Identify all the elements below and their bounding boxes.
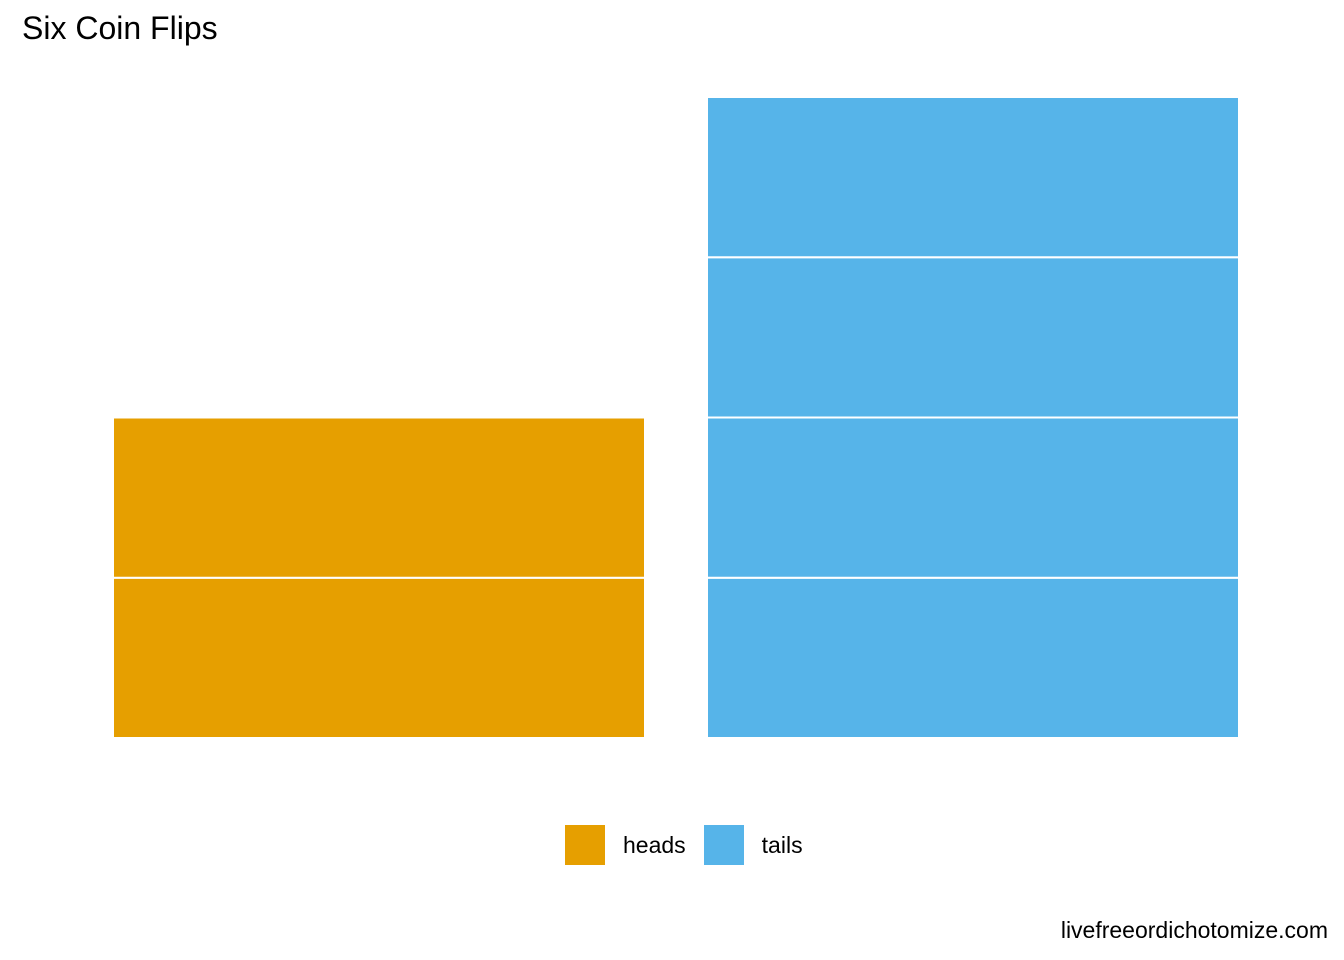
bar-heads-unit-1 bbox=[112, 576, 646, 739]
caption: livefreeordichotomize.com bbox=[1060, 917, 1328, 943]
legend-label-heads: heads bbox=[623, 831, 686, 858]
bar-tails-unit-2 bbox=[706, 416, 1240, 579]
chart-title: Six Coin Flips bbox=[22, 10, 218, 46]
legend-label-tails: tails bbox=[761, 831, 803, 858]
bar-tails-unit-1 bbox=[706, 576, 1240, 739]
bar-tails-unit-4 bbox=[706, 96, 1240, 259]
bar-tails-unit-3 bbox=[706, 256, 1240, 419]
legend-item-heads: heads bbox=[565, 825, 686, 865]
bar-heads-unit-2 bbox=[112, 416, 646, 579]
legend-item-tails: tails bbox=[703, 825, 803, 865]
legend: heads tails bbox=[565, 825, 821, 865]
legend-swatch-heads bbox=[565, 825, 605, 865]
legend-swatch-tails bbox=[703, 825, 744, 865]
